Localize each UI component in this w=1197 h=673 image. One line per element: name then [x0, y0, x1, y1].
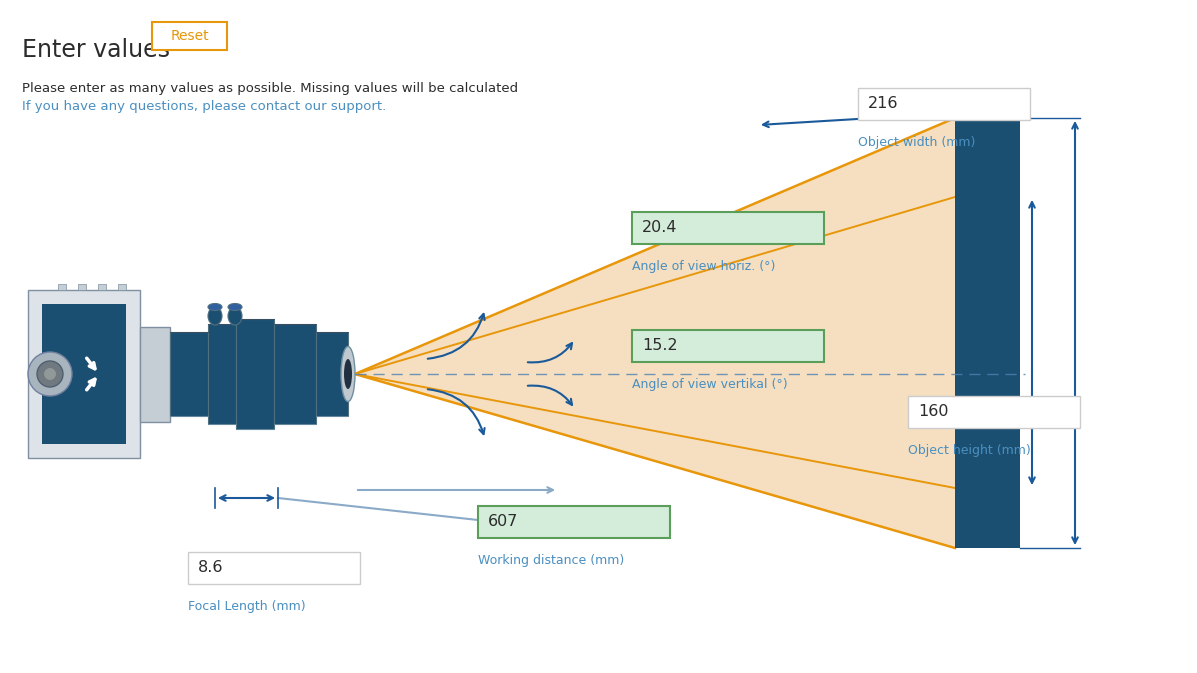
Bar	[119, 284, 126, 290]
Bar	[57, 284, 66, 290]
Bar	[316, 332, 348, 416]
Text: 160: 160	[918, 404, 948, 419]
Ellipse shape	[208, 307, 221, 325]
Ellipse shape	[227, 304, 242, 310]
Text: If you have any questions, please contact our support.: If you have any questions, please contac…	[22, 100, 387, 113]
Bar	[170, 332, 208, 416]
Bar	[208, 324, 236, 424]
Text: 20.4: 20.4	[642, 221, 678, 236]
Text: Reset: Reset	[170, 29, 208, 43]
Text: Working distance (mm): Working distance (mm)	[478, 554, 625, 567]
Circle shape	[28, 352, 72, 396]
Circle shape	[37, 361, 63, 387]
Text: Please enter as many values as possible. Missing values will be calculated: Please enter as many values as possible.…	[22, 82, 518, 95]
Text: Object width (mm): Object width (mm)	[858, 136, 976, 149]
Text: Focal Length (mm): Focal Length (mm)	[188, 600, 305, 613]
Text: 607: 607	[488, 514, 518, 530]
Bar	[478, 506, 670, 538]
Bar	[140, 326, 170, 421]
Bar	[632, 212, 824, 244]
Ellipse shape	[227, 307, 242, 325]
Ellipse shape	[208, 304, 221, 310]
Bar	[858, 88, 1029, 120]
Bar	[188, 552, 360, 584]
Ellipse shape	[344, 359, 352, 389]
Bar	[28, 290, 140, 458]
Text: Angle of view horiz. (°): Angle of view horiz. (°)	[632, 260, 776, 273]
Text: 216: 216	[868, 96, 899, 112]
Ellipse shape	[341, 347, 356, 402]
Bar	[152, 22, 227, 50]
Text: 15.2: 15.2	[642, 339, 678, 353]
Text: Object height (mm): Object height (mm)	[909, 444, 1031, 457]
Bar	[955, 118, 1020, 548]
Bar	[274, 324, 316, 424]
Bar	[909, 396, 1080, 428]
Bar	[42, 304, 126, 444]
Bar	[98, 284, 107, 290]
Bar	[78, 284, 86, 290]
Text: 8.6: 8.6	[198, 561, 224, 575]
Text: Enter values: Enter values	[22, 38, 170, 62]
Circle shape	[44, 368, 56, 380]
Bar	[632, 330, 824, 362]
Bar	[236, 319, 274, 429]
Polygon shape	[356, 118, 955, 548]
Text: Angle of view vertikal (°): Angle of view vertikal (°)	[632, 378, 788, 391]
